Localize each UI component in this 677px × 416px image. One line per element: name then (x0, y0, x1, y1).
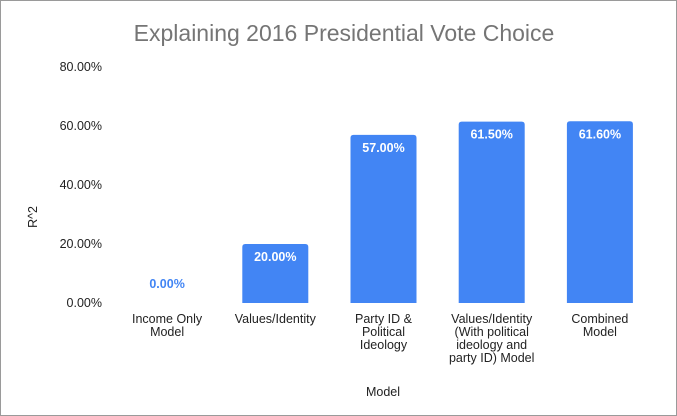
y-tick-label: 80.00% (60, 60, 102, 74)
bar (350, 134, 417, 303)
y-tick-label: 20.00% (60, 237, 102, 251)
data-label: 20.00% (254, 250, 296, 264)
bar (242, 244, 309, 303)
data-labels: 0.00% 20.00% 57.00% 61.50% 61.60% (149, 127, 621, 291)
y-tick-label: 0.00% (67, 296, 102, 310)
category-label: Income Only Model (132, 312, 203, 339)
bars (242, 121, 633, 303)
y-tick-label: 40.00% (60, 178, 102, 192)
category-label: Values/Identity (235, 312, 317, 326)
data-label: 61.60% (579, 127, 621, 141)
y-axis-ticks: 0.00% 20.00% 40.00% 60.00% 80.00% (60, 60, 102, 310)
y-tick-label: 60.00% (60, 119, 102, 133)
category-label: Combined Model (571, 312, 628, 339)
category-labels: Income Only Model Values/Identity Party ID … (132, 312, 628, 365)
x-axis-title: Model (366, 385, 400, 399)
data-label: 61.50% (470, 128, 512, 142)
y-axis-title: R^2 (26, 206, 40, 228)
category-label: Party ID & Political Ideology (355, 312, 413, 352)
bar (566, 121, 633, 303)
chart-title: Explaining 2016 Presidential Vote Choice (134, 20, 555, 46)
category-label: Values/Identity (With political ideology a… (449, 312, 534, 365)
data-label: 0.00% (149, 277, 184, 291)
bar (458, 121, 525, 303)
data-label: 57.00% (362, 141, 404, 155)
